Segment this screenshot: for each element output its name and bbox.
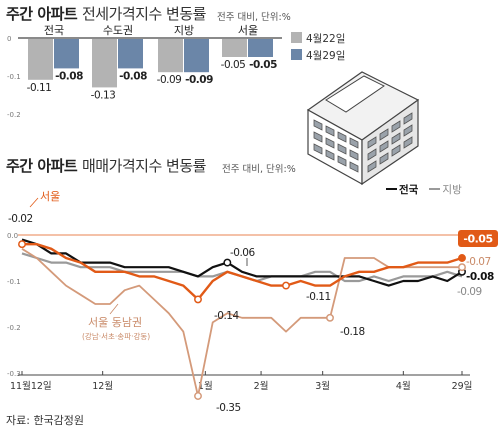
x-tick-label: 29일	[452, 381, 473, 392]
legend-line-local	[429, 188, 441, 190]
seoul-end-marker	[458, 254, 466, 262]
bottom-y-tick: -0.3	[7, 370, 21, 378]
top-category-label: 전국	[44, 24, 64, 37]
legend-swatch-apr29	[291, 49, 302, 60]
top-chart-unit: 전주 대비, 단위:%	[217, 12, 291, 23]
top-bar-chart: 0-0.1-0.2전국-0.11-0.08수도권-0.13-0.08지방-0.0…	[7, 24, 282, 119]
bottom-chart-title: 주간 아파트 매매가격지수 변동률	[6, 155, 206, 176]
gangnam-mar-marker	[326, 313, 334, 322]
top-y-tick: 0	[7, 35, 11, 43]
top-title-bold: 주간 아파트	[6, 5, 78, 23]
x-tick-label: 4월	[396, 380, 411, 392]
top-bar-value-label: -0.13	[91, 89, 116, 101]
annotation-gangnam-mar: -0.18	[340, 326, 365, 338]
x-tick-label: 2월	[254, 380, 269, 392]
top-category-label: 지방	[174, 24, 194, 37]
seoul-label-leader	[29, 197, 39, 208]
annotation-seoul-start: -0.02	[8, 213, 33, 225]
seoul-start-marker	[18, 240, 26, 249]
gangnam-series-sublabel: (강남·서초·송파·강동)	[82, 331, 150, 341]
series-line-0	[21, 238, 463, 287]
annotation-national-feb: -0.06	[230, 247, 255, 259]
gangnam-label-leader	[109, 303, 119, 315]
bottom-chart-unit: 전주 대비, 단위:%	[222, 164, 296, 175]
gangnam-series-label: 서울 동남권	[88, 316, 142, 329]
top-y-tick: -0.1	[7, 73, 21, 81]
top-chart-title: 주간 아파트 전세가격지수 변동률	[6, 3, 206, 24]
annotation-gangnam-end: -0.07	[466, 256, 491, 268]
seoul-end-badge	[458, 230, 498, 247]
annotation-seoul-end: -0.05	[463, 233, 492, 246]
top-category-label: 서울	[238, 24, 258, 37]
top-bar-value-label: -0.08	[119, 70, 147, 82]
bottom-legend: 전국 지방	[386, 178, 462, 197]
top-bar	[158, 39, 183, 73]
bottom-y-tick: -0.1	[7, 278, 21, 286]
bottom-title-bold: 주간 아파트	[6, 157, 78, 175]
top-bar	[54, 39, 79, 69]
x-tick-label: 12월	[92, 380, 113, 392]
legend-label-national: 전국	[399, 184, 419, 196]
legend-swatch-apr22	[291, 32, 302, 43]
top-bar	[184, 39, 209, 73]
x-tick-label: 3월	[315, 380, 330, 392]
top-legend-item-2: 4월29일	[291, 44, 345, 63]
top-bar	[222, 39, 247, 57]
top-title-light: 전세가격지수 변동률	[81, 5, 206, 23]
top-bar	[118, 39, 143, 69]
top-bar	[248, 39, 273, 57]
annotation-local-end: -0.09	[457, 286, 482, 298]
seoul-jan-marker	[194, 295, 202, 304]
annotation-national-end: -0.08	[466, 271, 494, 283]
top-bar-value-label: -0.11	[27, 82, 52, 94]
top-bar-value-label: -0.08	[55, 70, 83, 82]
series-line-2	[22, 242, 463, 301]
x-tick-label: 1월	[198, 380, 213, 392]
top-bar-value-label: -0.05	[249, 59, 277, 71]
legend-line-national	[386, 188, 397, 190]
top-bar-value-label: -0.09	[157, 74, 182, 86]
x-tick-label: 11월12일	[10, 380, 52, 392]
annotation-seoul-jan: -0.14	[214, 310, 239, 322]
annotation-gangnam-min: -0.35	[216, 402, 241, 414]
top-category-label: 수도권	[103, 24, 133, 37]
seoul-mar-marker	[282, 281, 290, 290]
legend-label-apr29: 4월29일	[306, 50, 346, 62]
top-legend-item-1: 4월22일	[291, 27, 345, 46]
apartment-building-illustration	[306, 71, 420, 186]
top-bar-value-label: -0.05	[221, 59, 246, 71]
top-bar	[92, 39, 117, 88]
top-bar	[28, 39, 53, 80]
bottom-title-light: 매매가격지수 변동률	[81, 157, 206, 175]
seoul-series-label: 서울	[40, 190, 60, 203]
gangnam-min-marker	[194, 392, 202, 400]
national-feb-marker	[223, 258, 232, 267]
legend-label-local: 지방	[442, 184, 462, 196]
annotation-seoul-mar: -0.11	[306, 291, 331, 303]
top-bar-value-label: -0.09	[185, 74, 213, 86]
bottom-y-tick: -0.2	[7, 324, 21, 332]
gangnam-end-marker	[458, 263, 466, 272]
bottom-y-tick: 0.0	[7, 232, 18, 240]
legend-label-apr22: 4월22일	[306, 33, 346, 45]
top-y-tick: -0.2	[7, 111, 21, 119]
source-note: 자료: 한국감정원	[6, 414, 85, 427]
